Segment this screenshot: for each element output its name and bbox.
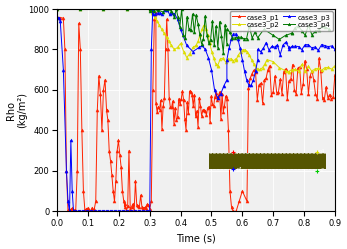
case3_p3 (264, 41, 268, 44)
case3_p3 (67, 210, 71, 213)
case3_p4 (181, 34, 186, 37)
case3_p3 (129, 210, 133, 213)
case3_p3 (313, 45, 317, 48)
case3_p3 (81, 210, 85, 213)
case3_p4 (55, 7, 59, 10)
case3_p1 (66, 210, 70, 213)
Legend: case3_p1, case3_p2, case3_p3, case3_p4: case3_p1, case3_p2, case3_p3, case3_p4 (230, 11, 333, 31)
case3_p2 (214, 62, 218, 65)
case3_p1 (123, 202, 127, 205)
case3_p1 (55, 16, 59, 19)
case3_p2 (198, 34, 202, 37)
case3_p2 (333, 64, 337, 67)
Line: case3_p4: case3_p4 (56, 7, 330, 54)
case3_p1 (299, 91, 304, 94)
X-axis label: Time (s): Time (s) (176, 234, 216, 244)
case3_p2 (210, 50, 214, 53)
case3_p3 (55, 16, 59, 19)
case3_p2 (234, 57, 238, 60)
Line: case3_p1: case3_p1 (56, 11, 336, 213)
case3_p1 (186, 112, 191, 115)
case3_p1 (264, 76, 268, 79)
case3_p4 (327, 28, 331, 31)
Y-axis label: Rho
(kg/m²): Rho (kg/m²) (6, 92, 27, 128)
case3_p1 (73, 208, 77, 211)
case3_p3 (333, 48, 337, 51)
case3_p2 (287, 71, 291, 74)
Line: case3_p2: case3_p2 (56, 7, 336, 74)
case3_p2 (172, 48, 177, 51)
case3_p3 (267, 49, 271, 52)
case3_p2 (200, 28, 204, 31)
case3_p4 (191, 12, 195, 15)
case3_p1 (287, 79, 291, 82)
case3_p1 (154, 12, 158, 15)
case3_p4 (165, 8, 169, 11)
Line: case3_p3: case3_p3 (56, 7, 336, 213)
case3_p4 (221, 51, 225, 54)
case3_p1 (333, 73, 337, 76)
case3_p4 (223, 23, 227, 26)
case3_p3 (151, 7, 155, 10)
case3_p3 (261, 47, 265, 50)
case3_p4 (293, 26, 297, 29)
case3_p4 (296, 24, 301, 27)
case3_p2 (55, 7, 59, 10)
